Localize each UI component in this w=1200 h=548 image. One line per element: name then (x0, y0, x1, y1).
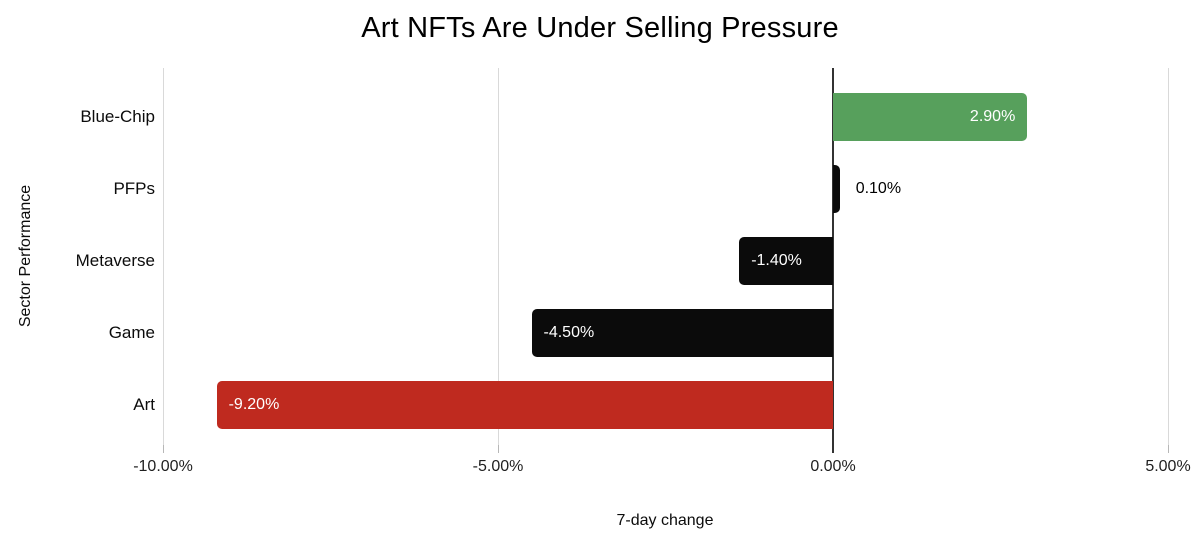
category-label: Game (108, 323, 155, 342)
bar-value-label: -4.50% (543, 324, 595, 341)
bar-value-label: -1.40% (751, 252, 802, 269)
x-axis-tick-label: -10.00% (133, 458, 193, 475)
x-gridline (1167, 68, 1169, 445)
bar-value-label: 0.10% (855, 180, 902, 197)
x-gridline (497, 68, 499, 445)
category-label: PFPs (113, 179, 155, 198)
x-axis-title: 7-day change (616, 512, 714, 529)
x-axis-tick-label: 5.00% (1145, 458, 1191, 475)
x-axis-tick (832, 445, 834, 453)
x-gridline (162, 68, 164, 445)
zero-axis-line (832, 68, 834, 445)
x-axis-tick (1167, 445, 1169, 453)
x-axis-tick-label: 0.00% (810, 458, 856, 475)
bar-value-label: -9.20% (228, 396, 280, 413)
bar (833, 93, 1028, 141)
category-label: Blue-Chip (80, 107, 155, 126)
x-axis-tick-label: -5.00% (472, 458, 524, 475)
x-axis-tick (497, 445, 499, 453)
bar (531, 309, 833, 357)
category-label: Metaverse (75, 251, 155, 270)
x-axis-tick (162, 445, 164, 453)
chart-title: Art NFTs Are Under Selling Pressure (361, 12, 839, 44)
bar (739, 237, 833, 285)
bar (833, 165, 840, 213)
bar-value-label: 2.90% (969, 108, 1016, 125)
bar (216, 381, 833, 429)
y-axis-title: Sector Performance (17, 184, 34, 328)
category-label: Art (133, 395, 155, 414)
